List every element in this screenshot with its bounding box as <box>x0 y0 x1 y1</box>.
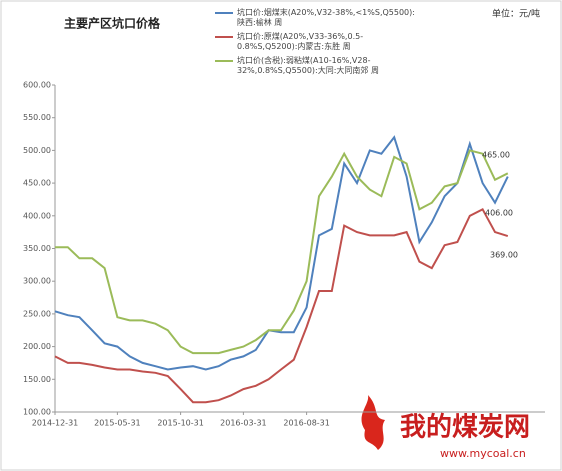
y-tick-label: 100.00 <box>23 408 51 417</box>
legend-label: 坑口价:原煤(A20%,V33-36%,0.5-0.8%S,Q5200):内蒙古… <box>237 32 364 51</box>
x-tick-label: 2016-03-31 <box>220 419 267 428</box>
y-tick-label: 150.00 <box>23 375 51 384</box>
legend-swatch <box>215 36 233 38</box>
annotation: 465.00 <box>482 151 510 160</box>
legend-label: 坑口价(含税):弱粘煤(A10-16%,V28-32%,0.8%S,Q5500)… <box>237 56 379 75</box>
legend: 坑口价:烟煤末(A20%,V32-38%,<1%S,Q5500):陕西:榆林 周… <box>215 8 415 80</box>
legend-item: 坑口价:烟煤末(A20%,V32-38%,<1%S,Q5500):陕西:榆林 周 <box>215 8 415 28</box>
y-tick-label: 350.00 <box>23 244 51 253</box>
legend-item: 坑口价:原煤(A20%,V33-36%,0.5-0.8%S,Q5200):内蒙古… <box>215 32 415 52</box>
series-line <box>55 149 509 355</box>
series-line <box>54 207 509 404</box>
legend-swatch <box>215 60 233 62</box>
annotation: 369.00 <box>490 251 518 260</box>
watermark-url: www.mycoal.cn <box>440 447 526 460</box>
watermark-text: 我的煤炭网 <box>400 412 530 443</box>
y-tick-label: 250.00 <box>23 309 51 318</box>
x-tick-label: 2015-10-31 <box>157 419 204 428</box>
x-tick-label: 2014-12-31 <box>32 419 79 428</box>
legend-label: 坑口价:烟煤末(A20%,V32-38%,<1%S,Q5500):陕西:榆林 周 <box>237 8 415 27</box>
y-tick-label: 600.00 <box>23 81 51 90</box>
chart-title: 主要产区坑口价格 <box>64 16 161 31</box>
logo-flame <box>361 395 385 450</box>
unit-label: 单位：元/吨 <box>492 8 540 20</box>
y-tick-label: 400.00 <box>23 211 51 220</box>
y-tick-label: 500.00 <box>23 146 51 155</box>
x-tick-label: 2015-05-31 <box>94 419 141 428</box>
annotation: 406.00 <box>485 209 513 218</box>
legend-swatch <box>215 12 233 14</box>
y-tick-label: 300.00 <box>23 277 51 286</box>
legend-item: 坑口价(含税):弱粘煤(A10-16%,V28-32%,0.8%S,Q5500)… <box>215 56 415 76</box>
y-tick-label: 550.00 <box>23 113 51 122</box>
series-line <box>54 135 509 371</box>
y-tick-label: 200.00 <box>23 342 51 351</box>
x-tick-label: 2016-08-31 <box>283 419 330 428</box>
watermark: 我的煤炭网 www.mycoal.cn <box>361 395 530 460</box>
y-tick-label: 450.00 <box>23 179 51 188</box>
